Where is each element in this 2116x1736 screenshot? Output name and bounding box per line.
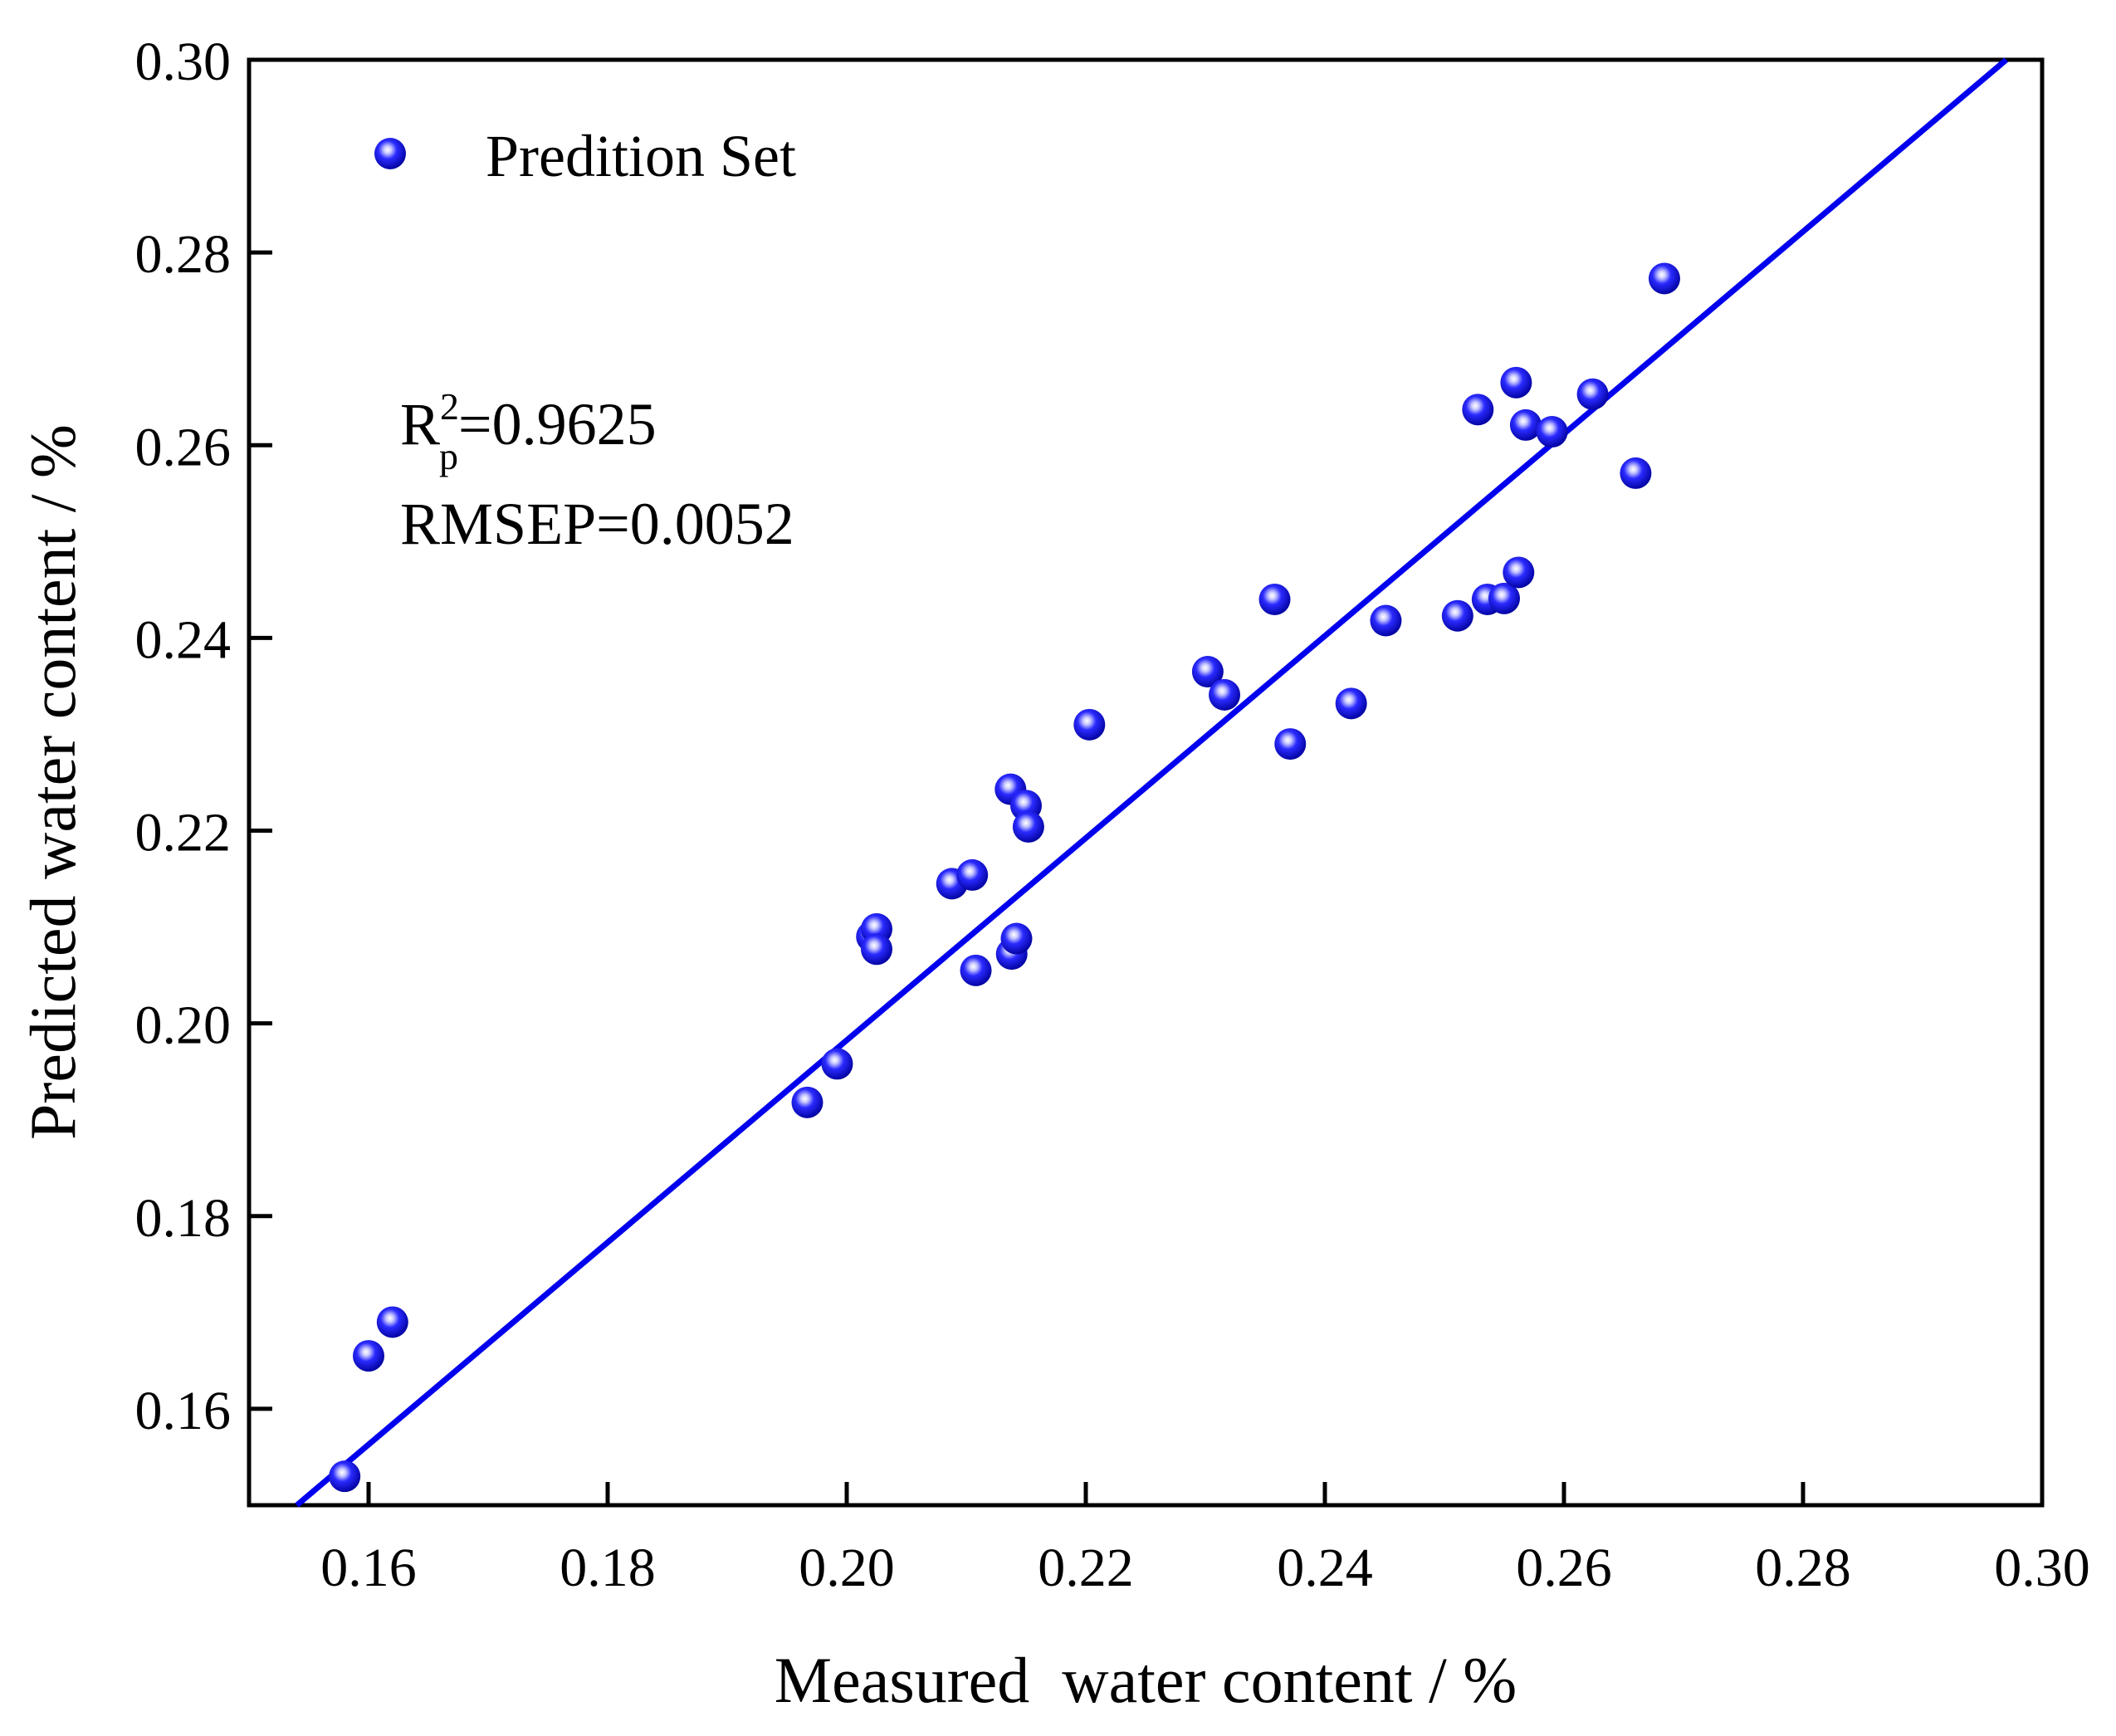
data-point bbox=[960, 954, 992, 986]
data-point bbox=[1209, 678, 1241, 711]
fit-line-group bbox=[295, 57, 2009, 1508]
x-axis-ticks: 0.16 0.18 0.20 0.22 0.24 0.26 0.28 0.30 bbox=[320, 1482, 2090, 1598]
data-point bbox=[1073, 708, 1106, 741]
data-point bbox=[1500, 366, 1532, 399]
y-tick-label: 0.20 bbox=[135, 995, 232, 1056]
data-point bbox=[1503, 556, 1535, 589]
r2-annotation: R2 p=0.9625 bbox=[400, 385, 657, 477]
x-tick-label: 0.22 bbox=[1038, 1538, 1134, 1598]
data-point bbox=[1335, 687, 1367, 720]
data-point bbox=[329, 1460, 361, 1493]
data-point bbox=[376, 1306, 408, 1338]
x-tick-label: 0.28 bbox=[1755, 1538, 1851, 1598]
x-tick-label: 0.24 bbox=[1277, 1538, 1373, 1598]
y-tick-label: 0.30 bbox=[135, 32, 232, 92]
y-axis-ticks: 0.16 0.18 0.20 0.22 0.24 0.26 0.28 0.30 bbox=[135, 32, 272, 1441]
data-point bbox=[791, 1086, 823, 1118]
data-point bbox=[1488, 582, 1520, 614]
data-point bbox=[1441, 599, 1473, 632]
plot-frame bbox=[247, 57, 2045, 1508]
x-tick-label: 0.20 bbox=[799, 1538, 895, 1598]
data-point bbox=[956, 858, 989, 891]
y-tick-label: 0.22 bbox=[135, 803, 232, 863]
y-axis-label: Predicted water content / % bbox=[17, 424, 89, 1140]
data-point bbox=[1370, 604, 1402, 637]
data-points bbox=[329, 262, 1680, 1493]
data-point bbox=[1509, 408, 1542, 441]
y-tick-label: 0.28 bbox=[135, 224, 232, 285]
data-point bbox=[1648, 262, 1680, 295]
data-point bbox=[1274, 728, 1307, 760]
x-axis-label: Measured water content / % bbox=[775, 1644, 1517, 1716]
x-tick-label: 0.16 bbox=[320, 1538, 417, 1598]
x-tick-label: 0.26 bbox=[1516, 1538, 1612, 1598]
data-point bbox=[1258, 583, 1291, 615]
r2-superscript: 2 bbox=[440, 385, 459, 428]
data-point bbox=[1620, 457, 1652, 489]
data-point bbox=[821, 1048, 853, 1080]
r2-symbol: R bbox=[400, 391, 440, 457]
legend-marker bbox=[374, 138, 406, 169]
plot-area: 0.16 0.18 0.20 0.22 0.24 0.26 0.28 0.30 0.160.1… bbox=[135, 32, 2090, 1598]
data-point bbox=[353, 1340, 384, 1372]
data-point bbox=[1191, 656, 1224, 688]
x-tick-label: 0.18 bbox=[560, 1538, 656, 1598]
x-tick-label: 0.30 bbox=[1994, 1538, 2090, 1598]
r2-value: =0.9625 bbox=[458, 391, 657, 457]
y-tick-label: 0.24 bbox=[135, 609, 232, 670]
data-point bbox=[861, 933, 892, 966]
rmsep-annotation: RMSEP=0.0052 bbox=[400, 491, 794, 557]
r2-subscript: p bbox=[439, 435, 458, 477]
stats-annotation: R2 p=0.9625 RMSEP=0.0052 bbox=[400, 385, 794, 557]
fit-line bbox=[295, 57, 2009, 1508]
data-point bbox=[1462, 394, 1494, 426]
data-point bbox=[1012, 810, 1044, 843]
data-point bbox=[1000, 922, 1033, 955]
legend-label: Predition Set bbox=[486, 123, 796, 189]
y-tick-label: 0.26 bbox=[135, 417, 232, 477]
legend: Predition Set bbox=[374, 123, 796, 189]
y-tick-label: 0.18 bbox=[135, 1188, 232, 1249]
data-point bbox=[1536, 416, 1568, 448]
y-tick-label: 0.16 bbox=[135, 1381, 232, 1441]
data-point bbox=[1576, 378, 1609, 410]
